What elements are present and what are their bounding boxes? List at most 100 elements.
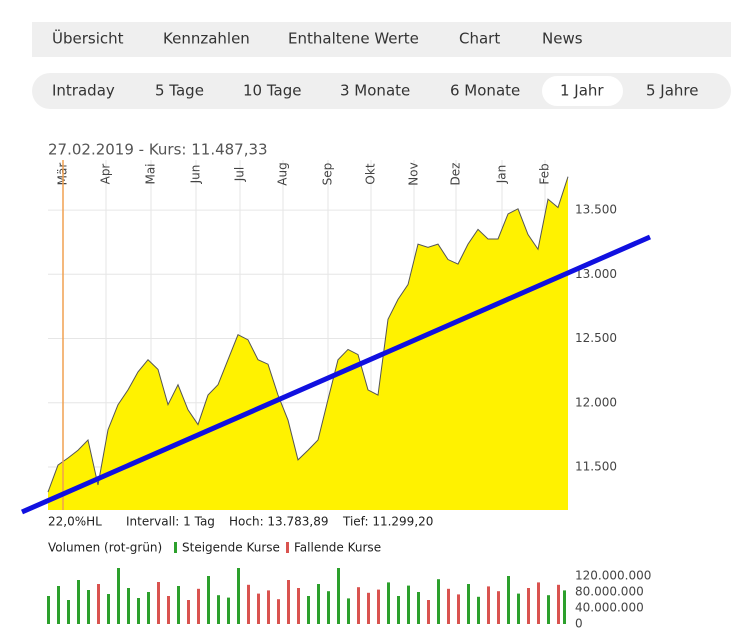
- volume-bar: [267, 590, 270, 624]
- volume-bar: [417, 592, 420, 624]
- volume-bar: [307, 596, 310, 624]
- volume-bar: [337, 568, 340, 624]
- volume-bar: [387, 582, 390, 624]
- volume-bar: [127, 588, 130, 624]
- y-tick-label: 0: [575, 617, 583, 631]
- volume-bar: [227, 597, 230, 624]
- volume-bar: [87, 590, 90, 624]
- tab[interactable]: News: [542, 30, 583, 48]
- x-tick-label: Jun: [189, 165, 203, 185]
- volume-bar: [257, 593, 260, 624]
- volume-bar: [407, 585, 410, 624]
- y-tick-label: 80.000.000: [575, 585, 644, 599]
- tab[interactable]: Übersicht: [52, 29, 124, 48]
- volume-bar: [207, 576, 210, 624]
- y-tick-label: 120.000.000: [575, 569, 651, 583]
- volume-bar: [67, 600, 70, 624]
- tab[interactable]: Enthaltene Werte: [288, 30, 419, 48]
- volume-bar: [447, 588, 450, 624]
- y-tick-label: 11.500: [575, 459, 617, 473]
- volume-bar: [287, 580, 290, 624]
- volume-bar: [247, 584, 250, 624]
- volume-bar: [457, 594, 460, 624]
- volume-bar: [157, 582, 160, 624]
- period-button[interactable]: 1 Jahr: [560, 82, 604, 100]
- volume-bar: [537, 582, 540, 624]
- volume-bar: [527, 588, 530, 624]
- stat: Intervall: 1 Tag: [126, 515, 215, 529]
- tab-bar: [32, 22, 731, 57]
- legend-marker: [174, 542, 177, 553]
- volume-bar: [187, 600, 190, 624]
- volume-bar: [427, 600, 430, 624]
- volume-bar: [377, 589, 380, 624]
- volume-bar: [357, 587, 360, 624]
- y-tick-label: 13.500: [575, 203, 617, 217]
- legend-label: Steigende Kurse: [182, 541, 280, 555]
- y-tick-label: 12.000: [575, 395, 617, 409]
- volume-bar: [477, 596, 480, 624]
- volume-bar: [177, 586, 180, 624]
- stat: 22,0%HL: [48, 515, 102, 529]
- x-tick-label: Feb: [538, 163, 552, 184]
- period-button[interactable]: 5 Jahre: [646, 82, 699, 100]
- volume-bar: [77, 580, 80, 624]
- period-button[interactable]: 3 Monate: [340, 82, 410, 100]
- trend-line: [20, 234, 652, 515]
- volume-title: Volumen (rot-grün): [48, 541, 162, 555]
- x-tick-label: Sep: [321, 163, 335, 186]
- volume-bar: [47, 596, 50, 624]
- volume-bar: [117, 568, 120, 624]
- period-selected: [542, 76, 623, 106]
- volume-bar: [147, 592, 150, 624]
- legend-label: Fallende Kurse: [294, 541, 381, 555]
- y-tick-label: 12.500: [575, 331, 617, 345]
- volume-bar: [107, 594, 110, 624]
- volume-bar: [517, 593, 520, 624]
- period-button[interactable]: Intraday: [52, 82, 115, 100]
- chart-header: 27.02.2019 - Kurs: 11.487,33: [48, 141, 268, 159]
- x-tick-label: Jan: [495, 165, 509, 185]
- volume-bar: [367, 592, 370, 624]
- volume-bar: [317, 584, 320, 624]
- x-tick-label: Okt: [364, 163, 378, 184]
- volume-bar: [437, 579, 440, 624]
- volume-bar: [217, 595, 220, 624]
- price-line: [47, 176, 569, 493]
- x-tick-label: Aug: [276, 162, 290, 185]
- volume-bar: [277, 599, 280, 624]
- volume-bar: [297, 588, 300, 624]
- tab[interactable]: Kennzahlen: [163, 30, 250, 48]
- volume-bar: [397, 596, 400, 624]
- volume-bar: [137, 598, 140, 624]
- x-tick-label: Apr: [99, 164, 113, 185]
- tab[interactable]: Chart: [459, 30, 500, 48]
- stat: Hoch: 13.783,89: [229, 515, 329, 529]
- x-tick-label: Dez: [449, 163, 463, 186]
- volume-bar: [563, 590, 566, 624]
- volume-bar: [547, 595, 550, 624]
- volume-bar: [347, 598, 350, 624]
- stat: Tief: 11.299,20: [342, 515, 433, 529]
- volume-bar: [57, 586, 60, 624]
- volume-bar: [507, 576, 510, 624]
- y-tick-label: 40.000.000: [575, 601, 644, 615]
- x-tick-label: Jul: [233, 167, 247, 182]
- period-button[interactable]: 10 Tage: [243, 82, 301, 100]
- volume-bar: [167, 596, 170, 624]
- volume-bar: [327, 591, 330, 624]
- volume-bar: [97, 584, 100, 624]
- legend-marker: [286, 542, 289, 553]
- period-button[interactable]: 5 Tage: [155, 82, 204, 100]
- x-tick-label: Mai: [144, 163, 158, 184]
- volume-bar: [237, 568, 240, 624]
- volume-bar: [197, 588, 200, 624]
- area-fill: [48, 176, 568, 510]
- period-button[interactable]: 6 Monate: [450, 82, 520, 100]
- volume-bar: [487, 586, 490, 624]
- volume-bar: [467, 584, 470, 624]
- volume-bar: [497, 591, 500, 624]
- volume-bar: [557, 584, 560, 624]
